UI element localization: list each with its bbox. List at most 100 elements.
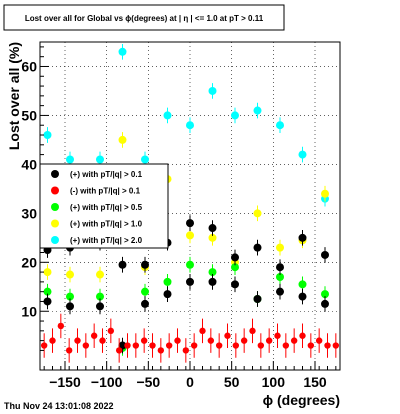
x-tick-label: −150 [49, 374, 81, 390]
y-axis-label: Lost over all (%) [6, 42, 22, 150]
data-point [57, 322, 65, 330]
data-point [118, 260, 127, 269]
data-point [298, 280, 307, 289]
legend-marker [51, 170, 59, 178]
series-1 [40, 313, 340, 363]
y-tick-label: 10 [21, 303, 37, 319]
data-point [232, 342, 240, 349]
data-point [141, 299, 149, 308]
legend-label: (+) with pT/|q| > 1.0 [70, 220, 143, 229]
data-point [208, 233, 217, 242]
data-point [199, 327, 206, 335]
data-point [231, 253, 239, 262]
data-point [276, 243, 284, 252]
data-point [190, 342, 198, 349]
data-point [165, 342, 173, 349]
data-point [186, 231, 194, 240]
x-axis-label: ϕ (degrees) [263, 392, 340, 408]
data-point [208, 224, 217, 233]
x-tick-label: 50 [224, 374, 240, 390]
data-point [43, 297, 52, 306]
data-point [141, 260, 149, 269]
x-tick-label: −100 [91, 374, 123, 390]
data-point [249, 327, 256, 335]
data-point [66, 292, 74, 301]
data-point [208, 86, 217, 95]
data-point [96, 270, 104, 279]
x-tick-label: 150 [303, 374, 327, 390]
data-point [96, 302, 104, 311]
data-point [321, 189, 329, 198]
data-point [43, 287, 52, 296]
data-point [321, 290, 329, 299]
data-point [186, 121, 194, 130]
legend-label: (+) with pT/|q| > 2.0 [70, 236, 143, 245]
data-point [290, 337, 298, 344]
legend-marker [51, 203, 59, 211]
data-point [253, 106, 262, 115]
x-tick-label: −50 [136, 374, 160, 390]
x-tick-label: 0 [186, 374, 194, 390]
data-point [224, 332, 231, 339]
data-point [276, 272, 284, 281]
data-point [298, 150, 307, 159]
legend-label: (+) with pT/|q| > 0.5 [70, 203, 143, 212]
data-point [132, 342, 140, 349]
data-point [163, 277, 172, 286]
data-point [307, 342, 315, 349]
data-point [82, 342, 90, 349]
data-point [208, 268, 217, 277]
data-point [321, 299, 329, 308]
data-point [66, 155, 74, 164]
data-point [186, 260, 194, 269]
data-point [186, 277, 194, 286]
data-point [163, 290, 172, 299]
data-point [174, 337, 181, 344]
y-tick-label: 20 [21, 254, 37, 270]
data-point [140, 337, 148, 344]
timestamp: Thu Nov 24 13:01:08 2022 [4, 401, 114, 411]
data-point [65, 347, 73, 354]
data-point [215, 342, 223, 349]
title-box [3, 4, 285, 31]
data-point [231, 111, 239, 120]
data-point [276, 287, 284, 296]
data-point [231, 280, 239, 289]
data-point [299, 332, 306, 339]
y-tick-label: 40 [21, 156, 37, 172]
data-point [321, 250, 329, 259]
data-point [66, 270, 74, 279]
data-point [208, 277, 217, 286]
data-point [332, 342, 340, 349]
series-0 [43, 215, 329, 354]
data-point [49, 337, 56, 344]
data-point [298, 292, 307, 301]
legend-label: (+) with pT/|q| > 0.1 [70, 170, 143, 179]
data-point [157, 347, 165, 354]
data-point [253, 209, 262, 218]
legend-label: (-) with pT/|q| > 0.1 [70, 187, 141, 196]
data-point [163, 111, 172, 120]
data-point [231, 263, 239, 272]
y-tick-label: 30 [21, 205, 37, 221]
data-point [253, 243, 262, 252]
data-point [40, 342, 48, 349]
data-point [43, 268, 52, 277]
data-point [265, 337, 273, 344]
data-point [282, 342, 290, 349]
data-point [96, 292, 104, 301]
data-point [298, 233, 307, 242]
data-point [315, 337, 323, 344]
data-point [207, 337, 215, 344]
data-point [74, 337, 81, 344]
chart-title: Lost over all for Global vs ϕ(degrees) a… [25, 14, 264, 23]
data-point [141, 155, 149, 164]
data-point [257, 342, 265, 349]
data-point [118, 47, 127, 56]
data-point [43, 131, 52, 140]
data-point [182, 347, 190, 354]
x-tick-label: 100 [262, 374, 286, 390]
data-point [274, 332, 281, 339]
legend-marker [51, 219, 59, 228]
